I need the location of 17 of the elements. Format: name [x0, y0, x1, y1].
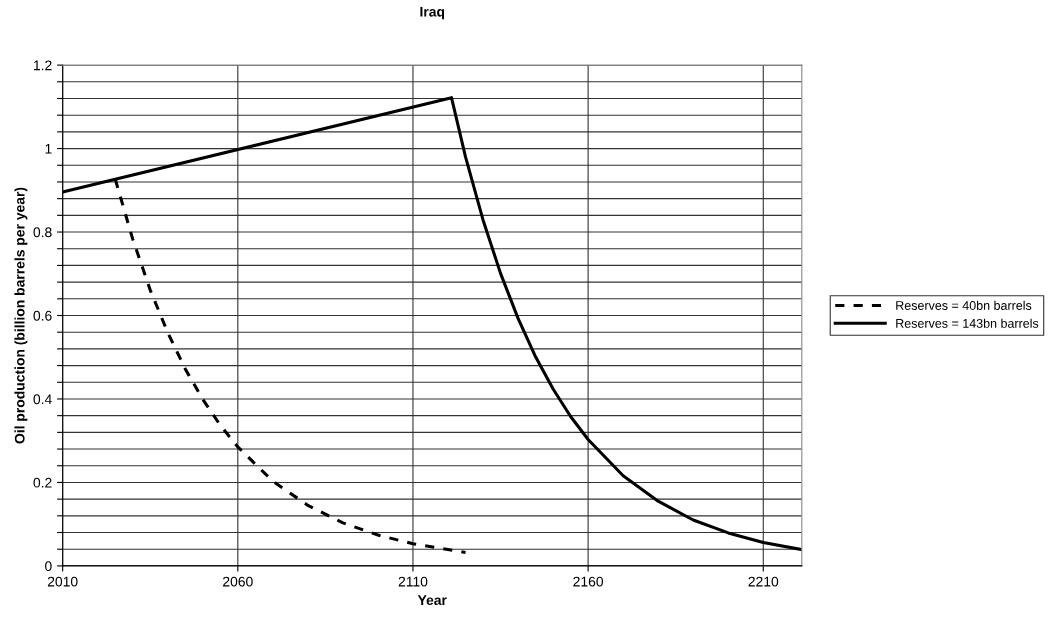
x-axis-title: Year [417, 595, 447, 606]
y-tick-label: 0.2 [33, 477, 52, 488]
x-tick-label: 2060 [223, 576, 253, 587]
x-tick-label: 2160 [573, 576, 604, 587]
y-tick-label: 0.8 [33, 227, 52, 238]
legend-label: Reserves = 143bn barrels [896, 318, 1039, 328]
y-tick-label: 1 [45, 144, 52, 154]
y-axis-title: Oil production (billion barrels per year) [14, 187, 28, 444]
x-tick-label: 2210 [748, 576, 779, 587]
chart-title: Iraq [420, 6, 445, 20]
y-tick-label: 0.4 [33, 394, 52, 405]
legend-label: Reserves = 40bn barrels [896, 300, 1032, 310]
x-tick-label: 2110 [398, 576, 428, 587]
y-tick-label: 0 [45, 561, 52, 572]
x-tick-label: 2010 [47, 576, 78, 587]
y-tick-label: 1.2 [33, 60, 52, 71]
y-tick-label: 0.6 [33, 310, 52, 321]
